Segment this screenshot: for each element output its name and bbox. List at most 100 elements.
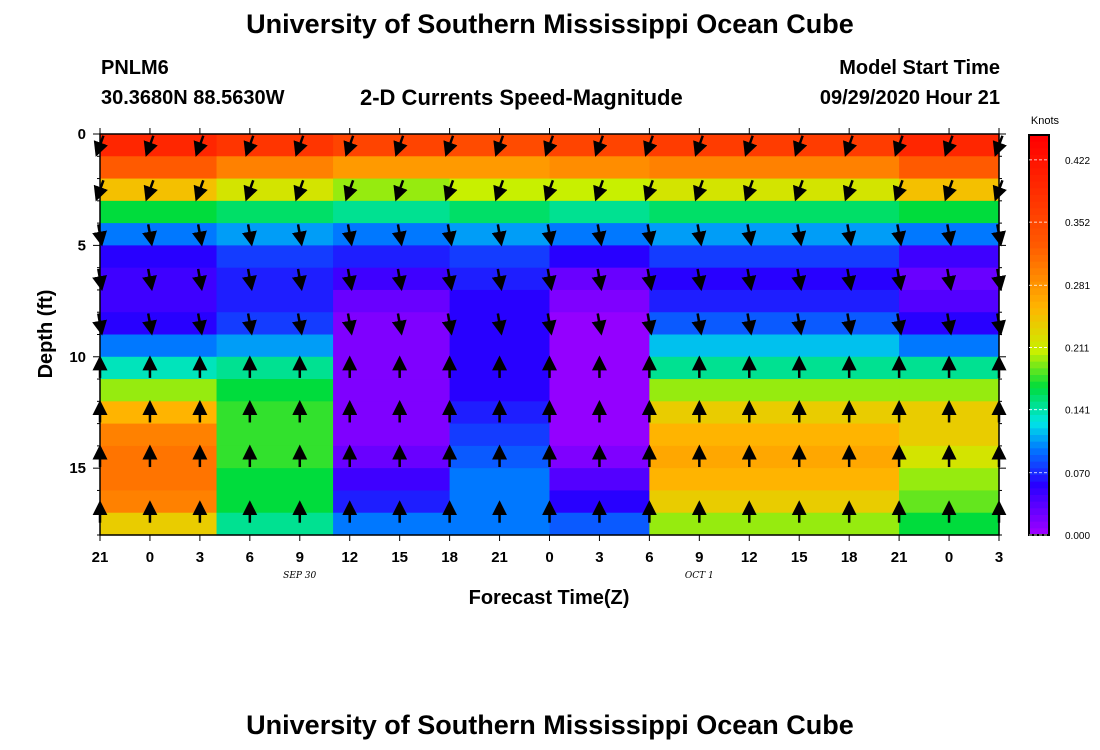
x-tick-label: 9	[695, 549, 703, 566]
colorbar-segment	[1029, 355, 1049, 363]
current-arrow	[691, 268, 707, 292]
speed-cell	[333, 312, 451, 336]
speed-cell	[333, 401, 451, 425]
colorbar-segment	[1029, 135, 1049, 143]
speed-cell	[449, 468, 551, 492]
speed-cell	[216, 134, 334, 157]
speed-cell	[449, 200, 551, 224]
colorbar-segment	[1029, 521, 1049, 530]
y-tick-label: 5	[78, 237, 86, 254]
speed-cell	[333, 445, 451, 469]
current-arrow	[891, 224, 907, 247]
speed-cell	[216, 445, 334, 469]
colorbar-segment	[1029, 248, 1049, 256]
speed-cell	[216, 178, 334, 202]
chart-subtitle: 2-D Currents Speed-Magnitude	[360, 85, 683, 110]
colorbar-segment	[1029, 341, 1049, 350]
speed-cell	[549, 245, 650, 269]
current-arrow	[743, 135, 758, 157]
speed-cell	[100, 423, 218, 447]
speed-cell	[333, 178, 451, 202]
speed-cell	[100, 200, 218, 224]
speed-cell	[100, 312, 218, 336]
colorbar-segment	[1029, 441, 1049, 450]
speed-cell	[333, 267, 451, 291]
current-arrow	[243, 135, 258, 157]
colorbar-segment	[1029, 468, 1049, 476]
speed-cell	[333, 245, 451, 269]
current-arrow	[591, 313, 607, 336]
speed-cell	[899, 512, 1000, 536]
speed-cell	[899, 379, 1000, 402]
current-arrow	[491, 313, 507, 336]
current-arrow	[491, 224, 507, 247]
x-tick-label: 6	[246, 549, 254, 566]
colorbar-segment	[1029, 295, 1049, 303]
speed-cell	[649, 356, 900, 380]
current-arrow	[942, 179, 957, 202]
speed-cell	[100, 223, 218, 246]
speed-cell	[216, 200, 334, 224]
current-arrow	[841, 313, 857, 336]
speed-cell	[549, 289, 650, 313]
colorbar-segment	[1029, 401, 1049, 410]
current-arrow	[841, 224, 857, 247]
current-arrow	[291, 224, 307, 247]
speed-cell	[216, 490, 334, 514]
colorbar-segment	[1029, 168, 1049, 176]
speed-cell	[899, 200, 1000, 224]
current-arrow	[193, 179, 208, 202]
current-arrow	[591, 268, 607, 292]
speed-cell	[333, 156, 451, 180]
x-tick-label: 9	[296, 549, 304, 566]
speed-cell	[216, 401, 334, 425]
speed-cell	[333, 512, 451, 536]
current-arrow	[391, 224, 407, 247]
current-arrow	[842, 179, 858, 202]
speed-cell	[449, 245, 551, 269]
y-tick-label: 0	[78, 126, 86, 143]
speed-cell	[449, 334, 551, 358]
x-tick-label: 21	[891, 549, 908, 566]
colorbar-segment	[1029, 141, 1049, 150]
current-arrow	[293, 179, 308, 202]
current-arrow	[891, 268, 907, 292]
colorbar-segment	[1029, 181, 1049, 190]
speed-cell	[333, 223, 451, 246]
speed-cell	[549, 334, 650, 358]
speed-cell	[100, 156, 218, 180]
current-arrow	[591, 224, 607, 247]
current-arrow	[142, 224, 157, 247]
speed-cell	[649, 512, 900, 536]
current-arrow	[142, 313, 157, 336]
colorbar-segment	[1029, 435, 1049, 443]
speed-cell	[899, 245, 1000, 269]
speed-heatmap	[100, 134, 1000, 536]
speed-cell	[549, 379, 650, 402]
x-tick-label: 15	[391, 549, 408, 566]
speed-cell	[449, 379, 551, 402]
x-tick-label: 15	[791, 549, 808, 566]
speed-cell	[333, 468, 451, 492]
current-arrow	[641, 313, 657, 336]
speed-cell	[216, 312, 334, 336]
current-arrow	[691, 224, 707, 247]
x-tick-label: 3	[196, 549, 204, 566]
current-arrow	[793, 135, 808, 157]
y-tick-label: 15	[69, 460, 86, 477]
speed-cell	[449, 512, 551, 536]
current-arrow	[192, 268, 207, 292]
current-arrow	[543, 179, 558, 202]
x-tick-label: 0	[945, 549, 953, 566]
speed-cell	[649, 245, 900, 269]
speed-cell	[899, 289, 1000, 313]
colorbar-segment	[1029, 501, 1049, 510]
speed-cell	[649, 223, 900, 246]
colorbar-segment	[1029, 415, 1049, 423]
current-arrow	[543, 135, 558, 157]
speed-cell	[899, 334, 1000, 358]
current-arrow	[693, 135, 708, 157]
speed-cell	[333, 289, 451, 313]
current-arrow	[341, 313, 357, 336]
colorbar-tick-label: 0.141	[1065, 406, 1090, 417]
